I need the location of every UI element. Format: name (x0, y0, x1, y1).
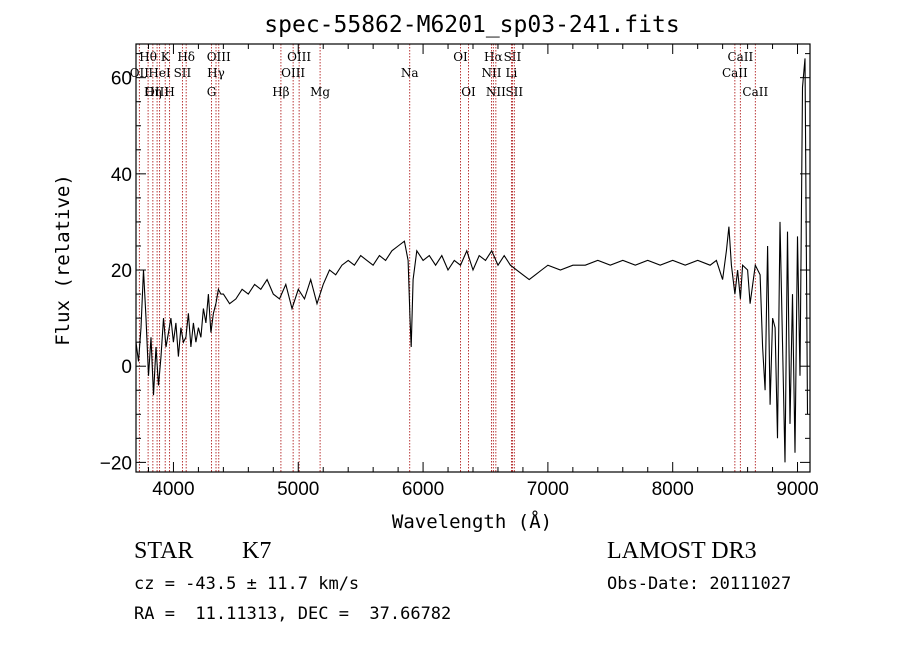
y-tick-label-2: 20 (111, 261, 132, 282)
sky-coordinates: RA = 11.11313, DEC = 37.66782 (134, 604, 452, 624)
x-tick-label-5: 9000 (776, 479, 818, 500)
line-label-22: SII (504, 50, 522, 64)
line-label-23: SII (505, 85, 523, 99)
line-label-2: OIII (145, 85, 169, 99)
line-label-24: Li (506, 66, 518, 80)
y-tick-label-1: 0 (121, 357, 132, 378)
line-label-6: H (164, 85, 174, 99)
x-tick-label-4: 8000 (652, 479, 694, 500)
line-label-21: NII (486, 85, 506, 99)
line-label-3: Hη (144, 85, 162, 99)
object-class: STAR (134, 538, 194, 564)
redshift-velocity: cz = -43.5 ± 11.7 km/s (134, 574, 360, 594)
line-label-5: HeI (148, 66, 171, 80)
observation-date: Obs-Date: 20111027 (607, 574, 792, 594)
line-label-19: Hα (484, 50, 503, 64)
line-label-9: OIII (207, 50, 231, 64)
y-axis-label: Flux (relative) (52, 174, 74, 346)
plot-frame (135, 43, 811, 473)
line-label-4: K (161, 50, 171, 64)
survey-name: LAMOST DR3 (607, 538, 757, 564)
line-label-0: Hθ (139, 50, 157, 64)
object-subclass: K7 (242, 538, 272, 564)
line-label-10: Hγ (207, 66, 225, 80)
x-tick-label-3: 7000 (527, 479, 569, 500)
line-label-14: OIII (281, 66, 305, 80)
line-label-16: Na (401, 66, 419, 80)
chart-title: spec-55862-M6201_sp03-241.fits (264, 12, 679, 38)
line-label-8: Hδ (177, 50, 195, 64)
line-label-7: SII (174, 66, 192, 80)
y-tick-label-4: 60 (111, 69, 132, 90)
x-tick-label-0: 4000 (152, 479, 194, 500)
line-label-26: CaII (722, 66, 748, 80)
x-axis-label: Wavelength (Å) (392, 510, 552, 533)
line-label-27: CaII (742, 85, 768, 99)
line-label-13: OIII (287, 50, 311, 64)
flux-series-line (135, 58, 809, 463)
line-label-1: OII (130, 66, 150, 80)
y-tick-label-0: −20 (100, 453, 132, 474)
line-label-12: Hβ (272, 85, 289, 99)
axis-ticks: 4000 5000 6000 7000 8000 9000 −20 0 20 40 60 (100, 44, 819, 500)
line-label-18: OI (461, 85, 476, 99)
x-tick-label-2: 6000 (402, 479, 444, 500)
x-tick-label-1: 5000 (277, 479, 319, 500)
line-label-25: CaII (727, 50, 753, 64)
y-tick-label-3: 40 (111, 165, 132, 186)
line-label-20: NII (481, 66, 501, 80)
line-label-15: Mg (310, 85, 330, 99)
line-label-11: G (207, 85, 217, 99)
line-label-17: OI (453, 50, 468, 64)
